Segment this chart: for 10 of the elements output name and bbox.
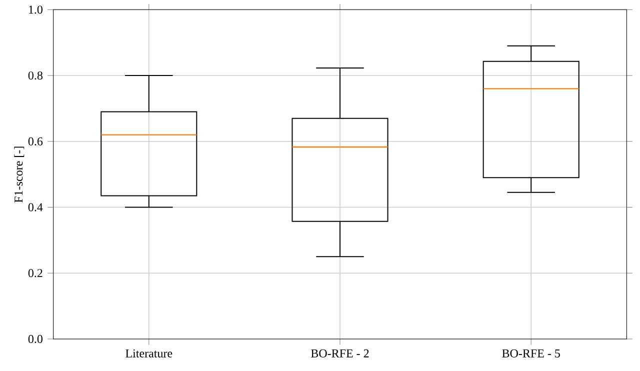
y-tick-label: 1.0 xyxy=(28,6,42,14)
y-tick-label: 0.6 xyxy=(28,137,43,146)
y-tick-label: 0.8 xyxy=(28,71,42,80)
y-tick-label: 0.4 xyxy=(28,203,43,212)
x-tick-label: Literature xyxy=(126,349,172,358)
x-tick-label: BO-RFE - 2 xyxy=(311,349,369,358)
y-axis-title: F1-score [-] xyxy=(14,146,24,202)
x-tick-label: BO-RFE - 5 xyxy=(502,349,560,358)
y-tick-label: 0.0 xyxy=(28,334,42,344)
y-tick-label: 0.2 xyxy=(28,269,42,278)
